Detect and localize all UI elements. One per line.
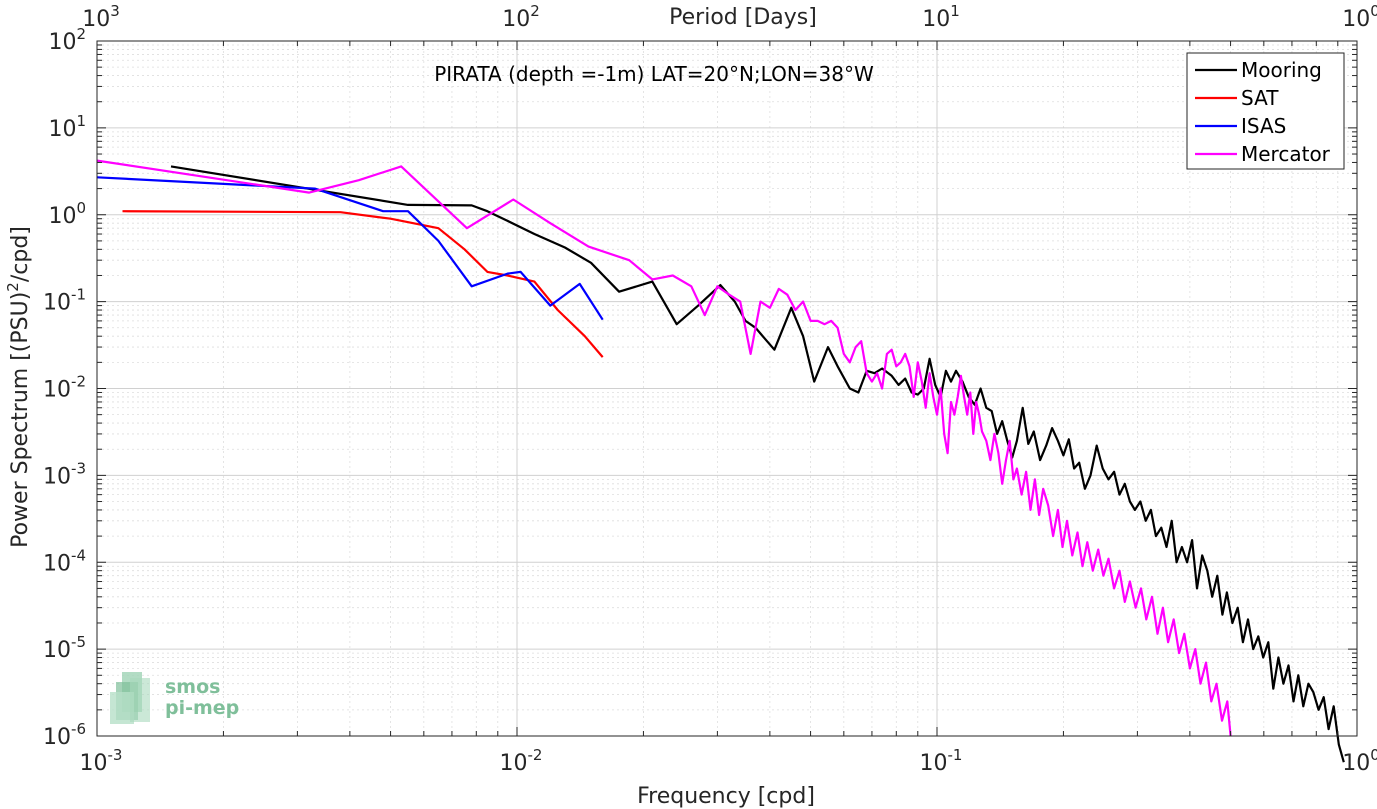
top-tick-label: 103	[82, 2, 120, 32]
x-tick-label-exponent: -1	[948, 746, 963, 764]
legend: Mooring SAT ISAS Mercator	[1186, 52, 1345, 170]
x-tick-label-base: 10	[80, 751, 108, 776]
y-tick-label-exponent: 2	[76, 25, 86, 43]
y-tick-label: 10-2	[43, 373, 86, 403]
top-axis-title: Period [Days]	[669, 5, 817, 30]
smos-pi-mep-logo: smos pi-mep	[110, 672, 239, 724]
x-tick-label: 10-3	[80, 746, 123, 776]
y-tick-label-exponent: 0	[76, 199, 86, 217]
top-tick-label: 100	[1342, 2, 1377, 32]
series-line-mooring	[170, 165, 1345, 763]
y-tick-label-base: 10	[43, 291, 71, 316]
x-tick-label: 10-1	[920, 746, 963, 776]
top-tick-label-base: 10	[922, 7, 950, 32]
y-tick-label: 102	[48, 25, 86, 55]
chart-annotation: PIRATA (depth =-1m) LAT=20°N;LON=38°W	[434, 62, 874, 86]
y-tick-label-base: 10	[43, 725, 71, 750]
series-line-isas	[96, 176, 604, 321]
legend-label-mooring: Mooring	[1241, 58, 1322, 82]
y-tick-label: 100	[48, 199, 86, 229]
top-tick-labels: 103 102 101 100	[82, 2, 1377, 32]
x-tick-label-exponent: -3	[108, 746, 123, 764]
y-tick-label-base: 10	[48, 30, 76, 55]
y-tick-label: 10-3	[43, 459, 86, 489]
y-tick-label-exponent: -5	[71, 633, 86, 651]
series-line-mercator	[96, 159, 1232, 737]
x-tick-label-base: 10	[1342, 751, 1370, 776]
series-line-sat	[122, 210, 604, 358]
y-tick-label-exponent: -1	[71, 286, 86, 304]
series-layer	[96, 159, 1345, 763]
x-axis-title: Frequency [cpd]	[637, 784, 815, 809]
x-tick-label-base: 10	[500, 751, 528, 776]
top-tick-label-base: 10	[502, 7, 530, 32]
x-tick-labels: 10-3 10-2 10-1 100	[80, 746, 1377, 776]
legend-label-mercator: Mercator	[1241, 142, 1331, 166]
y-tick-label-base: 10	[48, 204, 76, 229]
y-tick-label-exponent: 1	[76, 112, 86, 130]
x-tick-label-exponent: -2	[528, 746, 543, 764]
y-tick-label: 10-5	[43, 633, 86, 663]
top-tick-label-exponent: 1	[950, 2, 960, 20]
y-tick-label: 101	[48, 112, 86, 142]
top-tick-label-exponent: 3	[110, 2, 120, 20]
y-tick-label-exponent: -2	[71, 373, 86, 391]
top-tick-label: 102	[502, 2, 540, 32]
y-tick-label-base: 10	[43, 378, 71, 403]
y-tick-label-base: 10	[43, 464, 71, 489]
y-tick-label-base: 10	[43, 551, 71, 576]
legend-box	[1186, 52, 1345, 170]
y-axis-title-main: Power Spectrum [(PSU)	[8, 292, 33, 548]
logo-shape-4	[130, 678, 150, 722]
y-tick-label: 10-4	[43, 546, 86, 576]
y-tick-label-base: 10	[43, 638, 71, 663]
top-tick-label-base: 10	[1342, 7, 1370, 32]
tick-marks	[96, 40, 1358, 737]
y-tick-label-base: 10	[48, 117, 76, 142]
top-tick-label-exponent: 0	[1370, 2, 1377, 20]
y-tick-label-exponent: -3	[71, 459, 86, 477]
logo-text-pi-mep: pi-mep	[165, 697, 239, 719]
top-tick-label-base: 10	[82, 7, 110, 32]
x-tick-label: 10-2	[500, 746, 543, 776]
y-axis-title: Power Spectrum [(PSU)2/cpd]	[4, 226, 33, 548]
x-tick-label-exponent: 0	[1370, 746, 1377, 764]
y-axis-title-tail: /cpd]	[8, 226, 33, 282]
y-tick-label: 10-1	[43, 286, 86, 316]
x-tick-label-base: 10	[920, 751, 948, 776]
y-tick-label-exponent: -6	[71, 720, 86, 738]
y-axis-title-exponent: 2	[4, 282, 22, 292]
legend-label-sat: SAT	[1241, 86, 1279, 110]
x-tick-label: 100	[1342, 746, 1377, 776]
y-tick-label: 10-6	[43, 720, 86, 750]
top-tick-label-exponent: 2	[530, 2, 540, 20]
legend-label-isas: ISAS	[1241, 114, 1286, 138]
top-tick-label: 101	[922, 2, 960, 32]
logo-text-smos: smos	[165, 676, 220, 698]
y-tick-label-exponent: -4	[71, 546, 86, 564]
